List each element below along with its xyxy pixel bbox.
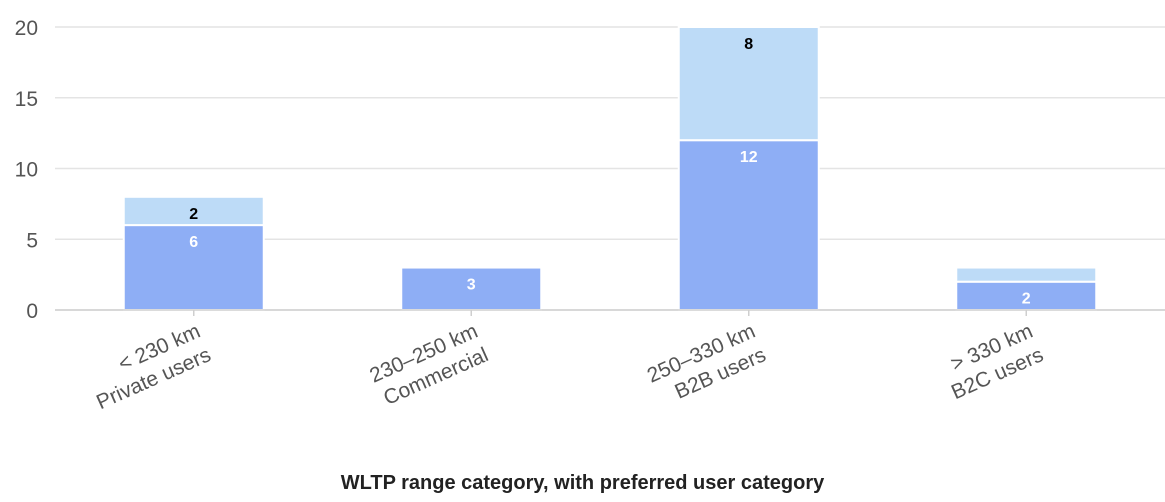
y-tick-label: 15 xyxy=(15,88,38,111)
data-label: 6 xyxy=(189,234,198,251)
x-axis-title: WLTP range category, with preferred user… xyxy=(340,472,825,494)
bar-segment xyxy=(122,195,265,227)
data-label: 3 xyxy=(467,277,476,294)
data-labels: 6 2 3 12 8 2 xyxy=(189,36,1031,308)
y-axis: 0 5 10 15 20 xyxy=(15,17,38,323)
data-label: 2 xyxy=(189,206,198,223)
y-tick-label: 0 xyxy=(26,300,38,323)
bar-segment xyxy=(677,26,820,142)
bar-segment xyxy=(955,266,1098,283)
data-label: 12 xyxy=(740,149,758,166)
bar-segment xyxy=(400,266,543,311)
y-tick-label: 10 xyxy=(15,159,38,182)
data-label: 2 xyxy=(1022,291,1031,308)
y-tick-label: 20 xyxy=(15,17,38,40)
data-label: 8 xyxy=(744,36,753,53)
y-tick-label: 5 xyxy=(26,229,38,252)
bars xyxy=(122,26,1098,312)
bar-segment xyxy=(122,224,265,312)
